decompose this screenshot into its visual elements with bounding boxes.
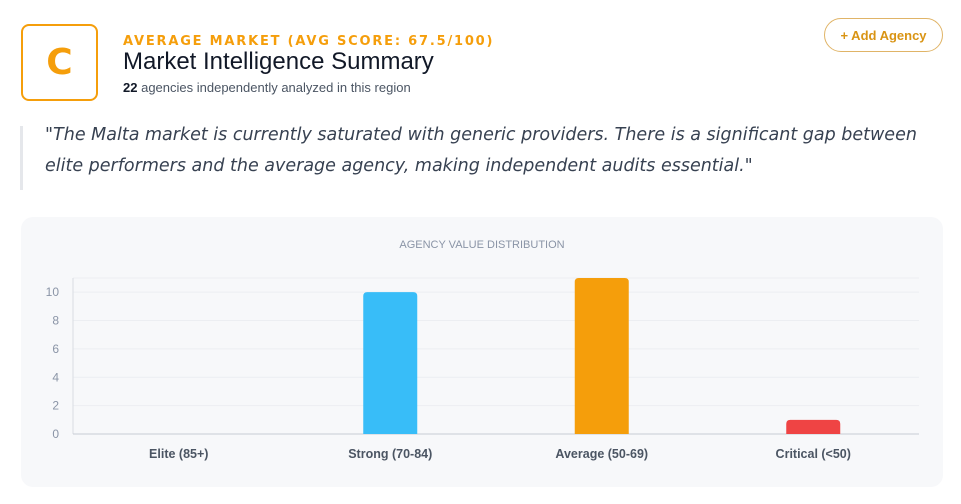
x-tick-label: Average (50-69): [555, 447, 648, 461]
agency-count-suffix: agencies independently analyzed in this …: [141, 80, 411, 95]
agency-count: 22: [123, 80, 138, 95]
page-title: Market Intelligence Summary: [123, 48, 434, 75]
y-tick-label: 0: [52, 427, 59, 441]
bar-critical-50: [786, 419, 841, 434]
market-rating-label: AVERAGE MARKET (AVG SCORE: 67.5/100): [123, 34, 495, 49]
bar-strong-70-84: [363, 292, 418, 434]
add-agency-button[interactable]: + Add Agency: [824, 18, 943, 52]
x-tick-label: Elite (85+): [149, 447, 208, 461]
y-tick-label: 10: [46, 285, 60, 299]
market-quote: "The Malta market is currently saturated…: [20, 125, 920, 190]
x-tick-label: Strong (70-84): [348, 447, 432, 461]
bar-average-50-69: [574, 278, 629, 434]
grade-badge: C: [21, 24, 98, 101]
x-tick-label: Critical (<50): [776, 447, 851, 461]
market-quote-text: "The Malta market is currently saturated…: [45, 125, 917, 176]
y-tick-label: 2: [52, 399, 59, 413]
y-tick-label: 4: [52, 370, 59, 384]
chart-title: AGENCY VALUE DISTRIBUTION: [399, 239, 564, 251]
y-tick-label: 8: [52, 314, 59, 328]
y-tick-label: 6: [52, 342, 59, 356]
agency-count-subtitle: 22 agencies independently analyzed in th…: [123, 80, 411, 95]
chart-card: AGENCY VALUE DISTRIBUTION 0 2 4 6 8 10 Elite …: [21, 217, 943, 487]
distribution-chart: AGENCY VALUE DISTRIBUTION 0 2 4 6 8 10 Elite …: [46, 239, 919, 461]
